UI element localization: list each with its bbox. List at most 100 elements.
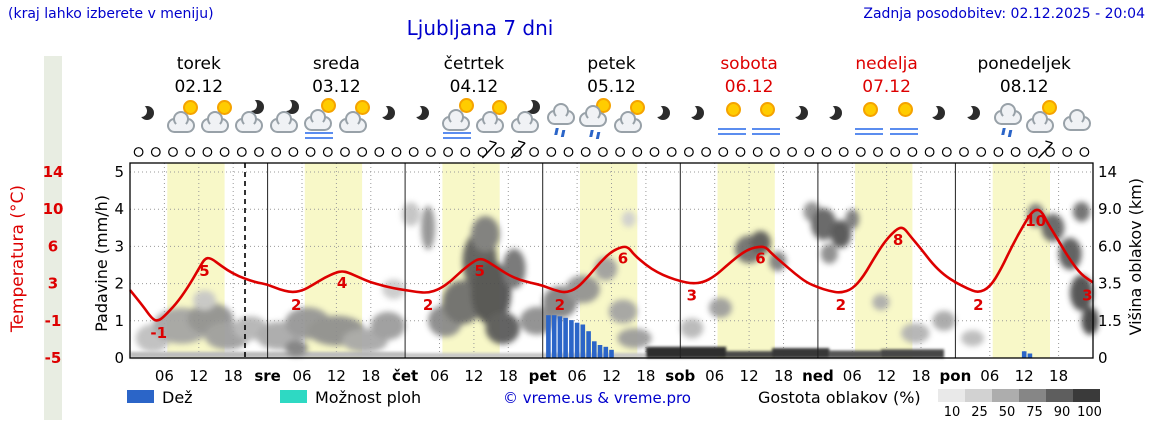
- cloudb-glyph: [1063, 109, 1091, 131]
- weather-icon-fog-sun: [715, 96, 749, 144]
- svg-text:čet: čet: [392, 367, 418, 385]
- cloudb-glyph: [304, 109, 332, 131]
- fog-glyph: [752, 128, 780, 138]
- cloudb-glyph: [339, 111, 367, 133]
- cloudb-glyph: [994, 103, 1022, 125]
- cloudb-glyph: [614, 111, 642, 133]
- cloud-density-step-label: 75: [1026, 405, 1043, 420]
- cloudb-glyph: [201, 111, 229, 133]
- cloud-density-step: [992, 389, 1019, 402]
- copyright-link[interactable]: © vreme.us & vreme.pro: [503, 389, 691, 407]
- sun-glyph: [898, 102, 913, 117]
- svg-text:2: 2: [836, 296, 846, 314]
- rain-bars: [546, 315, 1033, 358]
- sun-glyph: [863, 102, 878, 117]
- weather-icon-moon: [921, 96, 955, 144]
- svg-text:4: 4: [114, 200, 124, 218]
- day-date: 08.12: [1000, 77, 1049, 97]
- svg-text:pon: pon: [940, 367, 972, 385]
- weather-icons-row: [0, 0, 1152, 150]
- svg-text:2: 2: [973, 296, 983, 314]
- svg-text:12: 12: [189, 367, 208, 385]
- moon-glyph: [651, 105, 670, 120]
- svg-text:-1: -1: [150, 324, 167, 342]
- svg-text:2: 2: [114, 275, 124, 293]
- svg-text:18: 18: [224, 367, 243, 385]
- cloudb-glyph: [579, 105, 607, 127]
- svg-text:5: 5: [114, 163, 124, 181]
- svg-text:5: 5: [199, 262, 209, 280]
- svg-text:1.5: 1.5: [1098, 312, 1122, 330]
- page-title: Ljubljana 7 dni: [406, 16, 554, 40]
- weather-icon-sun-cloud: [612, 96, 646, 144]
- fog-glyph: [305, 132, 333, 142]
- day-name: petek: [587, 54, 635, 74]
- moon-glyph: [789, 105, 808, 120]
- svg-text:3: 3: [48, 275, 58, 293]
- weather-icon-fog-sun-cloud: [302, 96, 336, 144]
- moon-glyph: [926, 105, 945, 120]
- temperature-colorbar: [44, 56, 62, 420]
- day-date: 07.12: [862, 77, 911, 97]
- shower-legend-swatch: [280, 390, 307, 403]
- sun-glyph: [726, 102, 741, 117]
- weather-icon-moon: [405, 96, 439, 144]
- cloud-density-step: [1073, 389, 1100, 402]
- svg-text:3.5: 3.5: [1098, 275, 1122, 293]
- weather-icon-drizzle-sun-cloud: [577, 96, 611, 144]
- svg-text:12: 12: [327, 367, 346, 385]
- cloud-symbols-row: [133, 147, 1090, 157]
- svg-text:12: 12: [740, 367, 759, 385]
- weather-icon-fog-sun-cloud: [440, 96, 474, 144]
- weather-icon-cloud: [1059, 96, 1093, 144]
- rain-legend-swatch: [127, 390, 154, 403]
- svg-text:6: 6: [48, 237, 58, 255]
- svg-text:2: 2: [555, 296, 565, 314]
- cloud-density-label: Gostota oblakov (%): [758, 388, 921, 407]
- moon-glyph: [685, 105, 704, 120]
- svg-text:18: 18: [636, 367, 655, 385]
- svg-text:5: 5: [474, 262, 484, 280]
- svg-text:1: 1: [114, 312, 124, 330]
- weather-icon-sun-cloud: [199, 96, 233, 144]
- cloud-density-step: [938, 389, 965, 402]
- cloudb-glyph: [476, 111, 504, 133]
- svg-text:18: 18: [361, 367, 380, 385]
- svg-text:0: 0: [1098, 349, 1108, 367]
- moon-glyph: [280, 99, 299, 114]
- cloud-density-step-label: 100: [1077, 405, 1102, 420]
- weather-icon-drizzle-cloud: [990, 96, 1024, 144]
- shower-legend-label: Možnost ploh: [315, 388, 422, 407]
- cloud-shading-bands: [130, 346, 944, 358]
- svg-text:06: 06: [980, 367, 999, 385]
- plot-frame: [129, 162, 1094, 359]
- cloud-density-step-label: 10: [943, 405, 961, 420]
- svg-text:6: 6: [618, 249, 628, 267]
- svg-text:12: 12: [1015, 367, 1034, 385]
- day-boundary-lines: [267, 163, 956, 358]
- fog-glyph: [855, 128, 883, 138]
- svg-text:12: 12: [464, 367, 483, 385]
- sun-glyph: [183, 100, 198, 115]
- sun-glyph: [760, 102, 775, 117]
- cloudb-glyph: [235, 111, 263, 133]
- cloudb-glyph: [442, 109, 470, 131]
- day-date: 03.12: [312, 77, 361, 97]
- day-headers: torek 02.12 sreda 03.12 četrtek 04.12 petek 05.…: [174, 54, 1071, 97]
- day-date: 06.12: [725, 77, 774, 97]
- svg-text:9.0: 9.0: [1098, 200, 1122, 218]
- svg-text:06: 06: [292, 367, 311, 385]
- svg-text:3: 3: [1082, 287, 1092, 305]
- svg-text:06: 06: [843, 367, 862, 385]
- svg-text:sob: sob: [665, 367, 695, 385]
- sun-glyph: [492, 100, 507, 115]
- rain-legend-label: Dež: [162, 388, 193, 407]
- svg-text:18: 18: [1049, 367, 1068, 385]
- cloudb-glyph: [1026, 111, 1054, 133]
- moon-glyph: [823, 105, 842, 120]
- svg-text:06: 06: [705, 367, 724, 385]
- moon-glyph: [245, 99, 264, 114]
- svg-text:6.0: 6.0: [1098, 237, 1122, 255]
- day-name: sreda: [313, 54, 360, 74]
